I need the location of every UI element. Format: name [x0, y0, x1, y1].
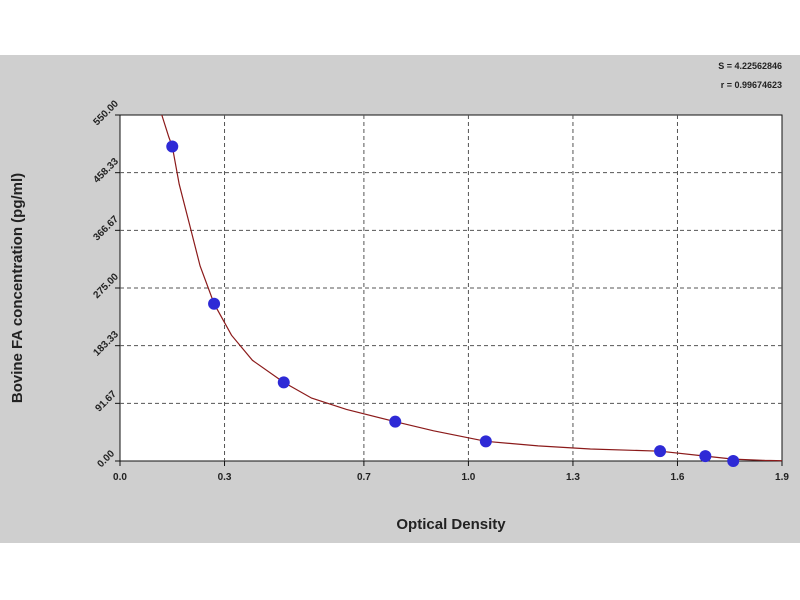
y-tick-label: 91.67	[93, 389, 119, 415]
data-point-6	[654, 445, 667, 458]
x-axis-title: Optical Density	[396, 516, 506, 533]
y-tick-label: 366.67	[92, 214, 122, 244]
y-tick-label: 458.33	[92, 156, 122, 186]
y-tick-label: 550.00	[92, 98, 122, 128]
data-point-4	[389, 415, 402, 428]
x-tick-label: 1.9	[775, 472, 789, 483]
x-tick-label: 0.3	[218, 472, 232, 483]
x-tick-label: 0.7	[357, 472, 371, 483]
stat-s: S = 4.22562846	[718, 61, 782, 71]
grid	[120, 115, 782, 461]
x-tick-label: 0.0	[113, 472, 127, 483]
data-point-1	[166, 140, 179, 153]
y-axis: 0.00 91.67 183.33 275.00 366.67 458.33 550.00	[92, 98, 122, 470]
data-point-8	[727, 455, 740, 467]
y-tick-label: 0.00	[95, 448, 117, 470]
y-tick-label: 275.00	[92, 271, 122, 301]
x-tick-label: 1.6	[671, 472, 685, 483]
data-point-3	[277, 376, 290, 389]
x-tick-label: 1.0	[461, 472, 475, 483]
fit-curve	[161, 114, 783, 462]
x-tick-label: 1.3	[566, 472, 580, 483]
data-point-7	[699, 450, 712, 463]
data-points	[166, 140, 740, 467]
data-point-2	[208, 297, 221, 310]
y-axis-title: Bovine FA concentration (pg/ml)	[9, 173, 26, 403]
data-point-5	[479, 435, 492, 448]
stat-r: r = 0.99674623	[721, 80, 782, 90]
fit-statistics: S = 4.22562846 r = 0.99674623	[718, 61, 782, 90]
chart-svg: S = 4.22562846 r = 0.99674623 0.0 0.3 0.7 1…	[9, 61, 789, 533]
y-tick-label: 183.33	[92, 329, 122, 359]
x-axis: 0.0 0.3 0.7 1.0 1.3 1.6 1.9	[113, 461, 789, 483]
chart-figure: S = 4.22562846 r = 0.99674623 0.0 0.3 0.7 1…	[0, 55, 800, 543]
